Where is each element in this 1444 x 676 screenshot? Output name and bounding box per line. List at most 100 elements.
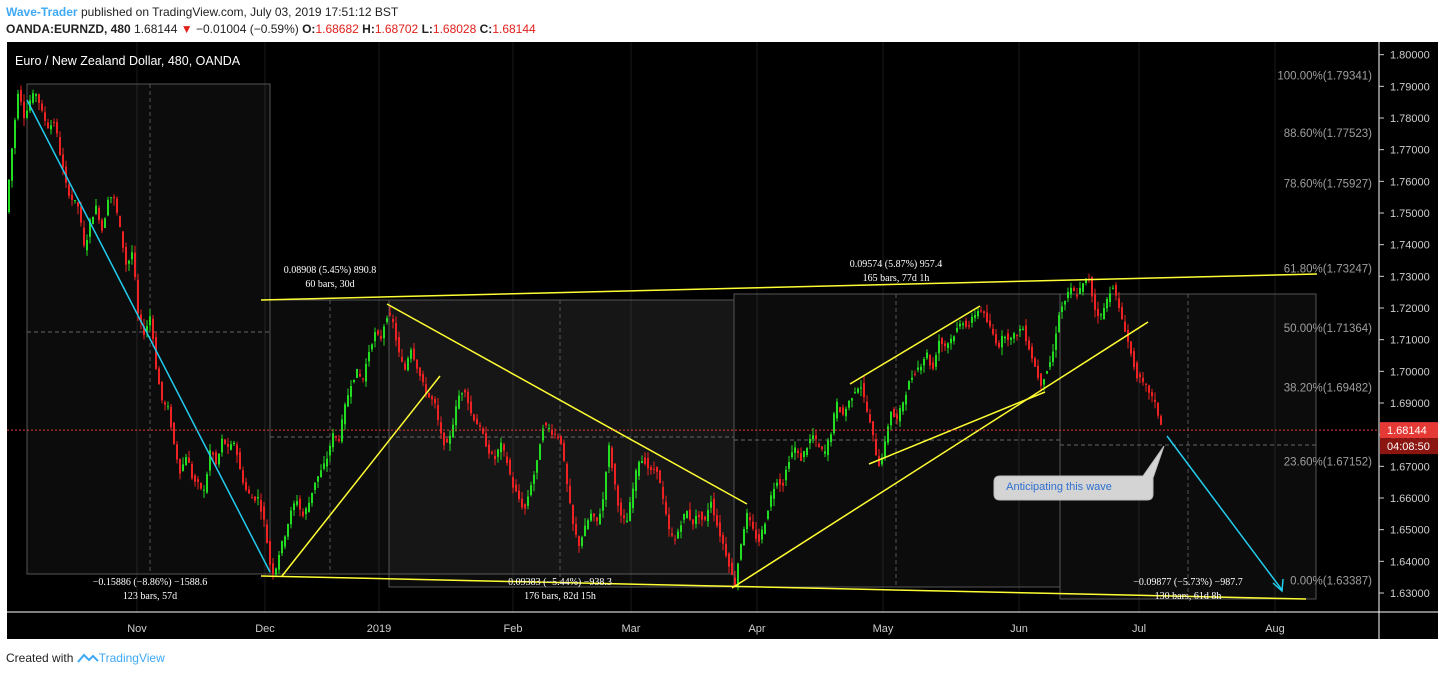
candle-body: [308, 502, 310, 513]
candle-body: [857, 388, 859, 393]
measure-label-value: −0.15886 (−8.86%) −1588.6: [93, 577, 207, 588]
candle-body: [968, 325, 970, 327]
candle-body: [749, 517, 751, 521]
candle-body: [518, 490, 520, 500]
candle-body: [959, 323, 961, 327]
publisher-name[interactable]: Wave-Trader: [6, 5, 78, 19]
candle-body: [149, 316, 151, 326]
candle-body: [1019, 329, 1021, 331]
measure-label-value: 0.08908 (5.45%) 890.8: [284, 265, 377, 276]
chart-area[interactable]: 100.00%(1.79341) 88.60%(1.77523) 78.60%(1.…: [7, 42, 1438, 639]
time-tick-label: Aug: [1265, 623, 1285, 635]
candle-body: [800, 453, 802, 462]
candle-body: [698, 514, 700, 518]
candle-body: [422, 373, 424, 383]
candle-body: [80, 206, 82, 223]
trend-drawings[interactable]: [26, 99, 1318, 600]
candle-body: [1070, 287, 1072, 295]
candle-body: [200, 482, 202, 489]
candle-body: [338, 439, 340, 441]
candle-body: [62, 154, 64, 168]
candle-body: [818, 444, 820, 447]
candle-body: [1124, 321, 1126, 332]
price-tick-label: 1.73000: [1390, 271, 1430, 283]
candle-body: [881, 457, 883, 465]
candle-body: [1007, 333, 1009, 340]
candle-body: [119, 216, 121, 227]
candle-body: [701, 511, 703, 520]
price-tick-label: 1.70000: [1390, 366, 1430, 378]
candle-body: [554, 433, 556, 435]
candle-body: [665, 501, 667, 515]
candle-body: [758, 534, 760, 542]
change-value: −0.01004 (−0.59%): [196, 22, 299, 36]
candle-body: [1028, 340, 1030, 350]
candle-body: [473, 414, 475, 421]
candle-body: [566, 463, 568, 485]
candle-body: [215, 452, 217, 465]
price-chart[interactable]: 100.00%(1.79341) 88.60%(1.77523) 78.60%(1.…: [7, 42, 1438, 639]
candle-body: [290, 510, 292, 525]
candle-body: [179, 458, 181, 474]
candle-body: [899, 408, 901, 422]
candle-body: [95, 205, 97, 214]
candle-body: [1091, 277, 1093, 297]
candle-body: [419, 367, 421, 377]
candle-body: [248, 489, 250, 494]
candle-body: [494, 455, 496, 460]
candle-body: [377, 330, 379, 335]
candle-body: [107, 199, 109, 216]
candle-body: [1010, 337, 1012, 340]
candle-body: [299, 498, 301, 510]
time-axis[interactable]: Nov Dec 2019 Feb Mar Apr May Jun Jul Aug: [127, 623, 1285, 635]
candle-body: [674, 539, 676, 541]
tradingview-brand[interactable]: TradingView: [98, 651, 165, 665]
candle-body: [1085, 278, 1087, 283]
candle-body: [872, 421, 874, 436]
candle-body: [1079, 287, 1081, 294]
candle-body: [629, 502, 631, 521]
candle-body: [692, 519, 694, 525]
measure-label-bars: 123 bars, 57d: [123, 591, 177, 602]
candle-body: [77, 202, 79, 207]
candle-body: [983, 311, 985, 313]
candle-body: [632, 488, 634, 508]
candle-body: [71, 194, 73, 200]
candle-body: [731, 562, 733, 575]
time-tick-label: Jun: [1010, 623, 1028, 635]
candle-body: [464, 390, 466, 393]
candle-body: [305, 508, 307, 515]
candle-body: [977, 311, 979, 317]
candle-body: [47, 122, 49, 129]
candle-body: [1109, 293, 1111, 302]
candle-body: [371, 344, 373, 350]
candle-body: [1106, 298, 1108, 309]
candle-body: [545, 422, 547, 426]
candle-body: [1130, 341, 1132, 354]
candle-body: [917, 367, 919, 370]
candle-body: [23, 101, 25, 119]
candle-body: [662, 486, 664, 499]
candle-body: [914, 373, 916, 375]
candle-body: [833, 413, 835, 434]
price-axis[interactable]: 1.80000 1.79000 1.78000 1.77000 1.76000 1.750…: [7, 50, 1438, 600]
candle-body: [56, 122, 58, 134]
candle-body: [1058, 315, 1060, 333]
candle-body: [380, 335, 382, 339]
measure-labels: −0.15886 (−8.86%) −1588.6 123 bars, 57d 0.…: [93, 259, 1243, 602]
callout-box[interactable]: Anticipating this wave: [993, 445, 1165, 501]
time-tick-label: 2019: [367, 623, 391, 635]
candle-body: [59, 137, 61, 155]
time-tick-label: Apr: [748, 623, 765, 635]
candle-body: [1094, 294, 1096, 310]
candle-body: [815, 435, 817, 440]
candle-body: [101, 219, 103, 231]
candle-body: [1127, 329, 1129, 342]
candle-body: [716, 515, 718, 526]
candle-body: [434, 399, 436, 404]
candle-body: [950, 338, 952, 344]
candle-body: [1067, 291, 1069, 299]
candle-body: [821, 446, 823, 450]
candle-body: [350, 386, 352, 397]
trendline: [868, 391, 1046, 465]
